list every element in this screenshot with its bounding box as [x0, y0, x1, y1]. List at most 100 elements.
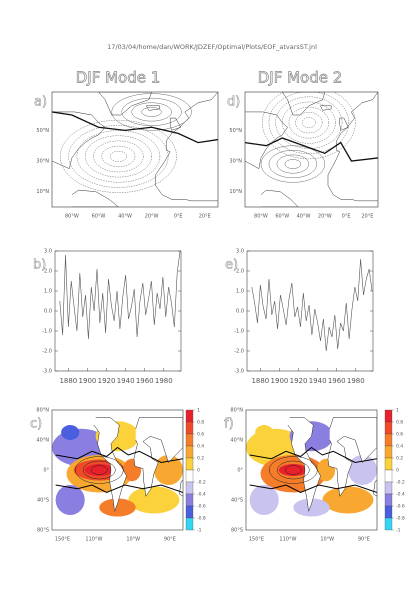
contour: [285, 465, 302, 475]
column-title: DJF Mode 2: [258, 69, 343, 87]
colorbar-label: 0: [396, 468, 399, 474]
contour: [262, 92, 356, 160]
colorbar-swatch: [384, 421, 393, 435]
contour: [83, 460, 116, 480]
sst-patch: [293, 498, 330, 517]
contour: [295, 112, 323, 134]
y-tick-label: 1.0: [44, 289, 52, 295]
lon-label: 110°W: [279, 537, 296, 543]
lon-label: 10°W: [320, 537, 334, 543]
lon-label: 90°E: [164, 537, 176, 543]
colorbar-swatch: [185, 445, 194, 459]
x-tick-label: 1940: [117, 377, 135, 385]
map-frame: [245, 409, 378, 531]
colorbar-label: 0.6: [197, 432, 204, 438]
y-tick-label: -1.0: [42, 329, 52, 335]
y-tick-label: 3.0: [44, 249, 52, 255]
contour: [141, 107, 162, 117]
lat-label: 0°: [43, 468, 49, 474]
coastline: [260, 189, 299, 207]
coastline: [155, 92, 218, 202]
x-tick-label: 1980: [155, 377, 173, 385]
zero-contour: [55, 446, 183, 464]
x-tick-label: 1920: [290, 377, 308, 385]
colorbar-label: 1: [396, 408, 399, 414]
x-tick-label: 1940: [309, 377, 327, 385]
colorbar-label: -0.2: [197, 480, 206, 486]
panel-label: a): [34, 95, 47, 110]
contour: [84, 135, 152, 178]
colorbar-swatch: [185, 505, 194, 519]
contour: [268, 150, 318, 179]
x-tick-label: 1900: [271, 377, 289, 385]
contour: [260, 145, 325, 183]
y-tick-label: 0.0: [44, 309, 52, 315]
lon-label: 20°E: [361, 214, 373, 220]
lon-label: 40°W: [297, 214, 311, 220]
panel-label: d): [227, 95, 240, 110]
contour: [121, 97, 182, 126]
sst-panel: [52, 417, 183, 517]
lat-label: 30°N: [229, 159, 242, 165]
map-frame: [244, 91, 379, 208]
contour: [301, 117, 316, 129]
colorbar-swatch: [185, 517, 194, 531]
colorbar-swatch: [185, 433, 194, 447]
contour: [276, 154, 310, 174]
lon-label: 0°E: [342, 214, 351, 220]
colorbar-label: -0.8: [396, 516, 405, 522]
colorbar-label: -0.6: [197, 504, 206, 510]
contour: [111, 93, 192, 131]
map-panel: [245, 92, 378, 207]
x-tick-label: 1960: [136, 377, 154, 385]
y-tick-label: -2.0: [234, 349, 244, 355]
x-tick-label: 1900: [79, 377, 97, 385]
colorbar-swatch: [384, 433, 393, 447]
header: 17/03/04/home/dan/WORK/JDZEF/Optimal/Plo…: [107, 43, 317, 51]
lat-label: 50°N: [229, 128, 242, 134]
sst-patch: [84, 464, 114, 476]
sst-patch: [61, 425, 80, 440]
colorbar-label: 0.2: [396, 456, 403, 462]
lat-label: 80°N: [230, 408, 243, 414]
x-tick-label: 1960: [328, 377, 346, 385]
land: [327, 417, 377, 497]
sst-patch: [278, 464, 308, 476]
colorbar-swatch: [384, 457, 393, 471]
zero-contour: [52, 111, 218, 144]
map-frame: [51, 91, 219, 208]
contour: [60, 119, 177, 193]
sst-patch: [249, 485, 279, 515]
colorbar-label: 0.4: [396, 444, 403, 450]
contour: [282, 101, 336, 144]
colorbar-label: 0.8: [396, 420, 403, 426]
lat-label: 40°S: [37, 498, 49, 504]
contour: [277, 460, 310, 480]
panel-label: f): [224, 417, 234, 432]
land: [133, 417, 183, 497]
lon-label: 90°E: [358, 537, 370, 543]
coastline: [327, 92, 378, 202]
series-line: [59, 250, 181, 340]
contour: [75, 456, 124, 484]
x-tick-label: 1880: [59, 377, 77, 385]
colorbar-swatch: [185, 409, 194, 423]
colorbar-label: 1: [197, 408, 200, 414]
sst-patch: [99, 498, 136, 517]
zero-contour: [55, 484, 183, 494]
x-tick-label: 1920: [98, 377, 116, 385]
colorbar-label: -1: [396, 528, 401, 534]
y-tick-label: 2.0: [44, 269, 52, 275]
lat-label: 40°N: [230, 438, 243, 444]
y-tick-label: 3.0: [236, 249, 244, 255]
coastline: [71, 189, 119, 207]
colorbar-swatch: [384, 517, 393, 531]
colorbar-label: -0.4: [197, 492, 206, 498]
lat-label: 10°N: [229, 189, 242, 195]
lon-label: 40°W: [118, 214, 132, 220]
lat-label: 0°: [237, 468, 243, 474]
colorbar-swatch: [384, 469, 393, 483]
lon-label: 20°E: [199, 214, 211, 220]
contour: [275, 96, 343, 149]
